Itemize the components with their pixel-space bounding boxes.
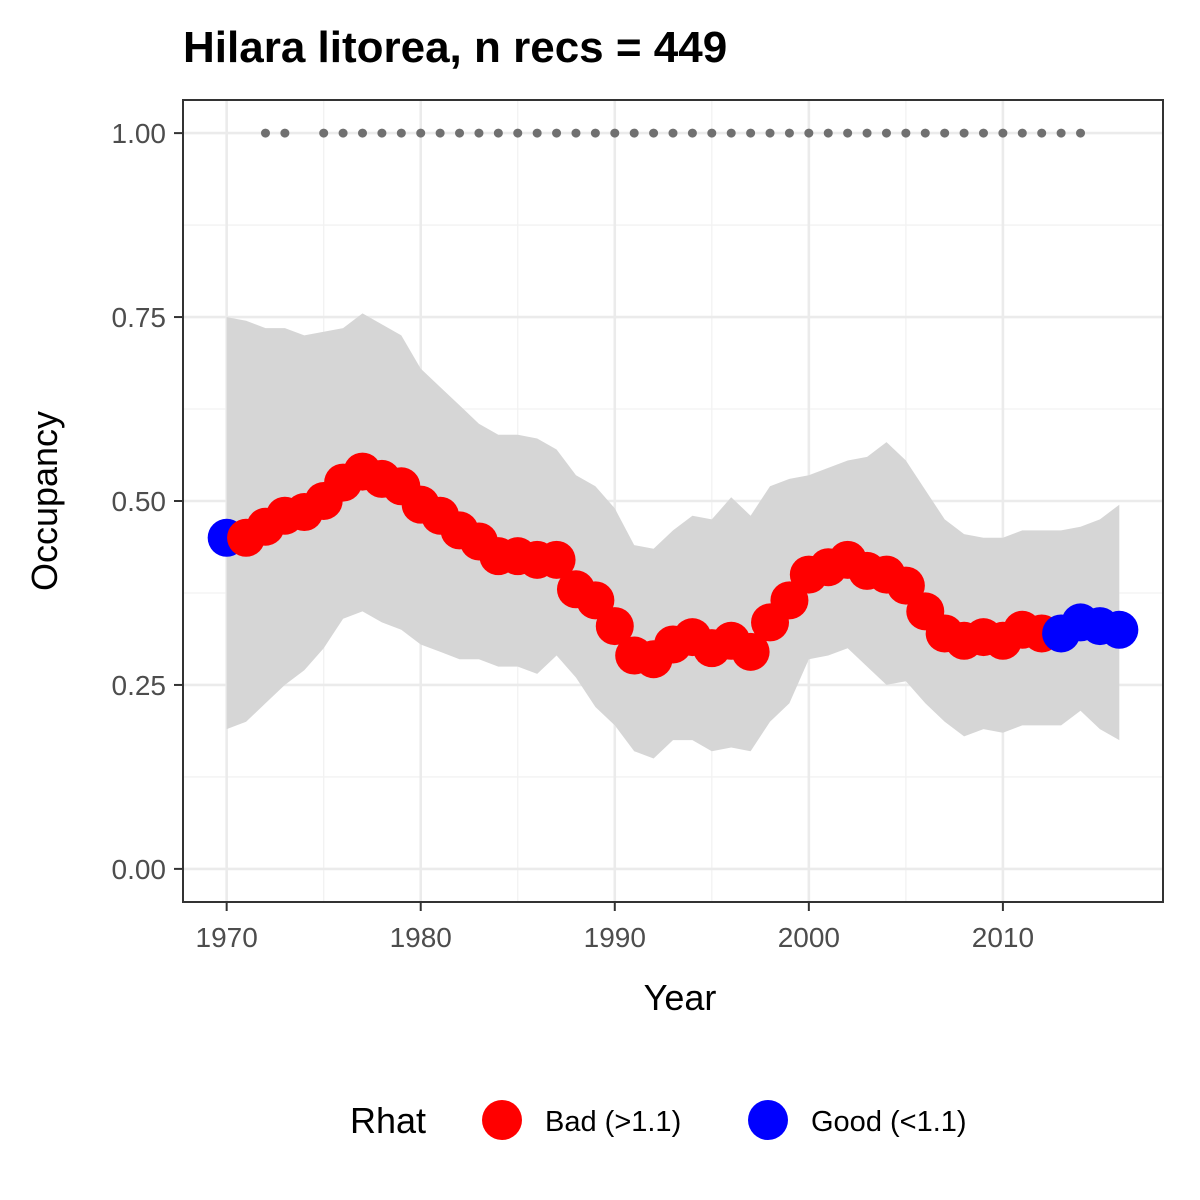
record-dot: [843, 128, 853, 138]
y-tick-label: 0.75: [112, 302, 167, 333]
record-dot: [940, 128, 950, 138]
record-dot: [1037, 128, 1047, 138]
occupancy-point-bad: [770, 581, 809, 620]
x-tick-label: 2010: [972, 922, 1034, 953]
legend-title: Rhat: [350, 1100, 426, 1141]
record-dot: [571, 128, 581, 138]
record-dot: [396, 128, 406, 138]
record-dot: [435, 128, 445, 138]
record-dot: [746, 128, 756, 138]
occupancy-point-bad: [886, 566, 925, 605]
legend-key-good: [748, 1100, 788, 1140]
record-dot: [319, 128, 329, 138]
record-dot: [920, 128, 930, 138]
credible-interval-ribbon: [226, 313, 1120, 759]
x-tick-label: 1980: [390, 922, 452, 953]
occupancy-point-bad: [576, 581, 615, 620]
record-dot: [416, 128, 426, 138]
record-dot: [978, 128, 988, 138]
occupancy-point-bad: [537, 540, 576, 579]
record-dot: [804, 128, 814, 138]
record-dot: [823, 128, 833, 138]
record-year-dots: [260, 128, 1086, 138]
record-dot: [862, 128, 872, 138]
record-dot: [358, 128, 368, 138]
x-tick-label: 1970: [196, 922, 258, 953]
record-dot: [668, 128, 678, 138]
x-tick-label: 1990: [584, 922, 646, 953]
occupancy-point-bad: [595, 607, 634, 646]
record-dot: [338, 128, 348, 138]
record-dot: [881, 128, 891, 138]
occupancy-point-good: [1100, 610, 1139, 649]
chart-title: Hilara litorea, n recs = 449: [183, 23, 727, 72]
record-dot: [1076, 128, 1086, 138]
y-tick-label: 0.25: [112, 670, 167, 701]
record-dot: [455, 128, 465, 138]
record-dot: [532, 128, 542, 138]
record-dot: [377, 128, 387, 138]
record-dot: [959, 128, 969, 138]
y-tick-label: 0.00: [112, 854, 167, 885]
legend-label-good: Good (<1.1): [811, 1106, 967, 1138]
x-axis-title: Year: [644, 977, 717, 1018]
record-dot: [629, 128, 639, 138]
y-tick-label: 0.50: [112, 486, 167, 517]
record-dot: [707, 128, 717, 138]
record-dot: [493, 128, 503, 138]
record-dot: [590, 128, 600, 138]
record-dot: [513, 128, 523, 138]
y-axis: 0.00 0.25 0.50 0.75 1.00: [112, 118, 183, 885]
record-dot: [1017, 128, 1027, 138]
record-dot: [552, 128, 562, 138]
legend: Rhat Bad (>1.1) Good (<1.1): [350, 1100, 967, 1141]
occupancy-points: [207, 452, 1139, 679]
legend-key-bad: [482, 1100, 522, 1140]
record-dot: [474, 128, 484, 138]
record-dot: [649, 128, 659, 138]
occupancy-point-bad: [731, 632, 770, 671]
record-dot: [1056, 128, 1066, 138]
y-tick-label: 1.00: [112, 118, 167, 149]
legend-label-bad: Bad (>1.1): [545, 1106, 681, 1138]
x-tick-label: 2000: [778, 922, 840, 953]
x-axis: 1970 1980 1990 2000 2010: [196, 902, 1034, 953]
record-dot: [610, 128, 620, 138]
record-dot: [280, 128, 290, 138]
record-dot: [726, 128, 736, 138]
y-axis-title: Occupancy: [24, 411, 65, 591]
record-dot: [687, 128, 697, 138]
plot-panel: [182, 99, 1164, 903]
record-dot: [765, 128, 775, 138]
record-dot: [998, 128, 1008, 138]
record-dot: [260, 128, 270, 138]
record-dot: [901, 128, 911, 138]
record-dot: [784, 128, 794, 138]
